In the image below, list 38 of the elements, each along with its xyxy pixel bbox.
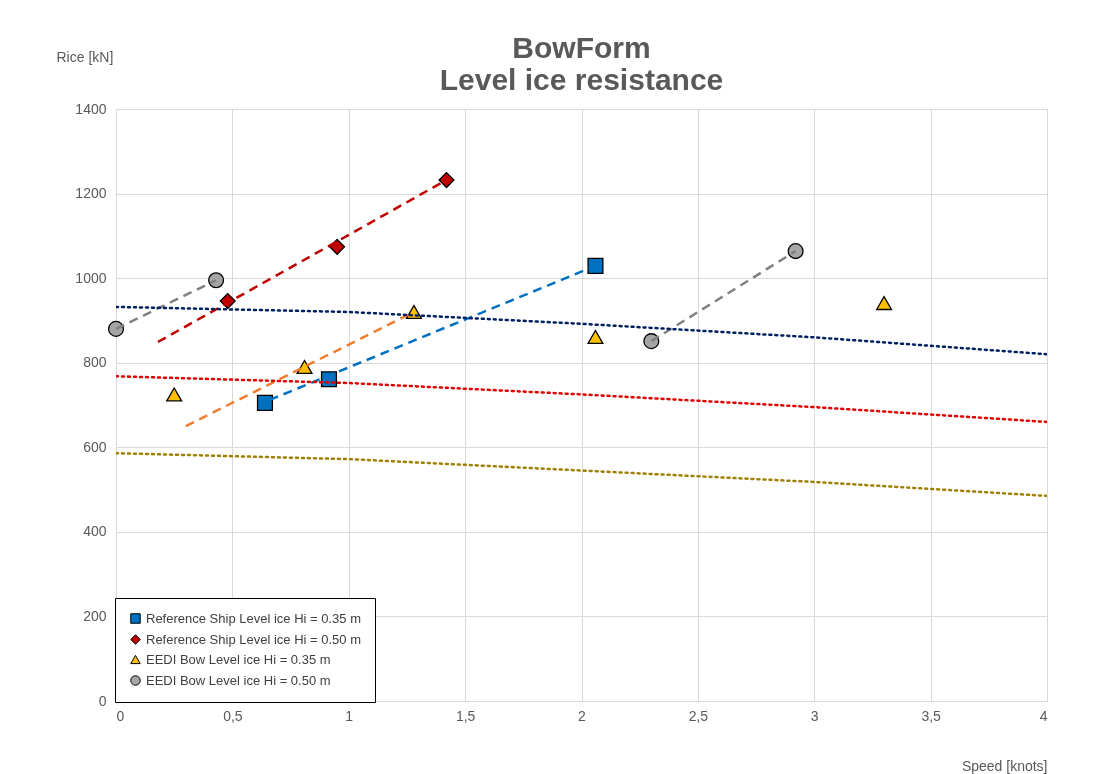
line-series xyxy=(116,375,1047,424)
y-tick-label: 0 xyxy=(98,692,107,709)
x-tick-label: 0,5 xyxy=(223,707,243,724)
y-tick-label: 1400 xyxy=(75,100,107,117)
y-tick-label: 1000 xyxy=(75,269,107,286)
legend-label: Reference Ship Level ice Hi = 0.35 m xyxy=(146,610,361,626)
legend-label: Reference Ship Level ice Hi = 0.50 m xyxy=(146,631,361,647)
point xyxy=(876,296,893,311)
x-tick-label: 3,5 xyxy=(921,707,942,724)
y-tick-label: 800 xyxy=(83,354,107,371)
point xyxy=(787,243,804,260)
point xyxy=(208,272,225,289)
y-tick-label: 600 xyxy=(83,438,107,455)
y-tick-label: 200 xyxy=(83,607,107,624)
point xyxy=(587,257,604,274)
x-tick-label: 2,5 xyxy=(688,707,709,724)
point xyxy=(438,171,455,189)
x-tick-label: 4 xyxy=(1039,707,1048,724)
line-series xyxy=(116,305,1047,356)
x-tick-label: 2 xyxy=(578,707,587,724)
legend-label: EEDI Bow Level ice Hi = 0.50 m xyxy=(146,672,331,688)
line-series xyxy=(116,451,1047,498)
point xyxy=(256,394,274,411)
text: BowForm xyxy=(512,31,651,64)
y-tick-label: 1200 xyxy=(75,185,107,202)
point xyxy=(219,292,236,310)
point xyxy=(587,329,604,344)
x-axis-title: Speed [knots] xyxy=(961,757,1048,774)
x-tick-label: 0 xyxy=(116,707,125,724)
legend-label: EEDI Bow Level ice Hi = 0.35 m xyxy=(146,651,331,667)
text: Level ice resistance xyxy=(439,63,724,96)
x-tick-label: 1 xyxy=(345,707,354,724)
y-axis-title: Rice [kN] xyxy=(56,48,114,65)
point xyxy=(329,238,346,255)
x-tick-label: 1,5 xyxy=(455,707,476,724)
x-tick-label: 3 xyxy=(810,707,819,724)
point xyxy=(166,387,183,402)
y-tick-label: 400 xyxy=(83,523,107,540)
